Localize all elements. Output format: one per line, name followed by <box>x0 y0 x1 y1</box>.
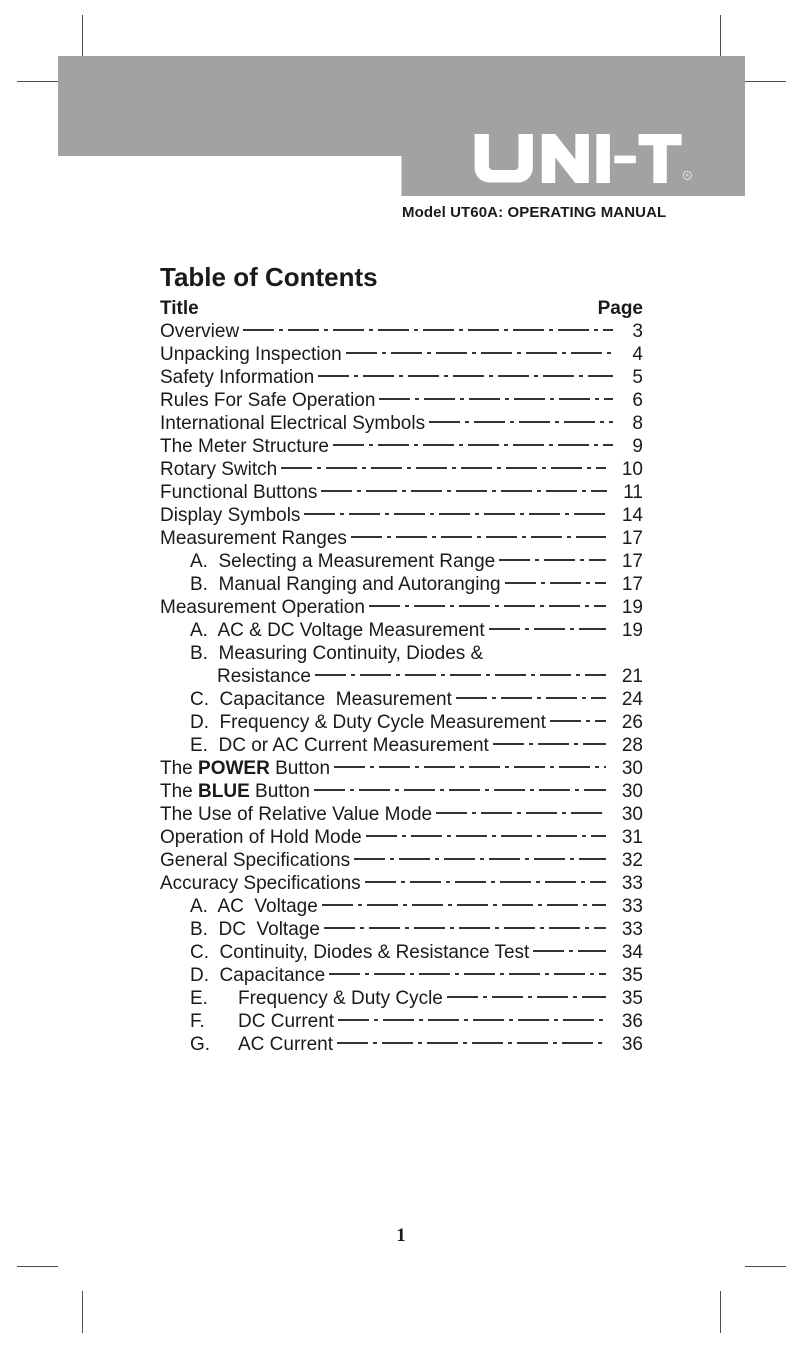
svg-text:R: R <box>686 173 689 178</box>
